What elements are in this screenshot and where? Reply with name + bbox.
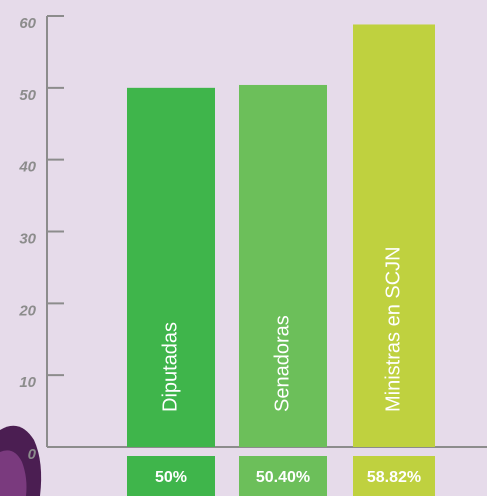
page: {"chart_data": {"type": "bar", "categori… <box>0 0 487 496</box>
y-tick-label: 20 <box>18 302 36 319</box>
chart: 0 10 20 30 40 50 60 Diputadas 50% Senadoras 50.40%… <box>0 0 487 496</box>
y-tick-label: 0 <box>28 446 37 463</box>
y-tick-label: 50 <box>19 87 36 104</box>
category-label: Ministras en SCJN <box>382 246 404 412</box>
value-label: 50.40% <box>256 469 310 486</box>
category-label: Diputadas <box>159 322 181 412</box>
y-tick-label: 60 <box>19 15 36 32</box>
y-tick-label: 30 <box>19 230 36 247</box>
category-label: Senadoras <box>271 315 293 412</box>
value-label: 58.82% <box>367 469 421 486</box>
y-tick-label: 40 <box>18 159 36 176</box>
y-tick-label: 10 <box>19 374 36 391</box>
value-label: 50% <box>155 469 187 486</box>
